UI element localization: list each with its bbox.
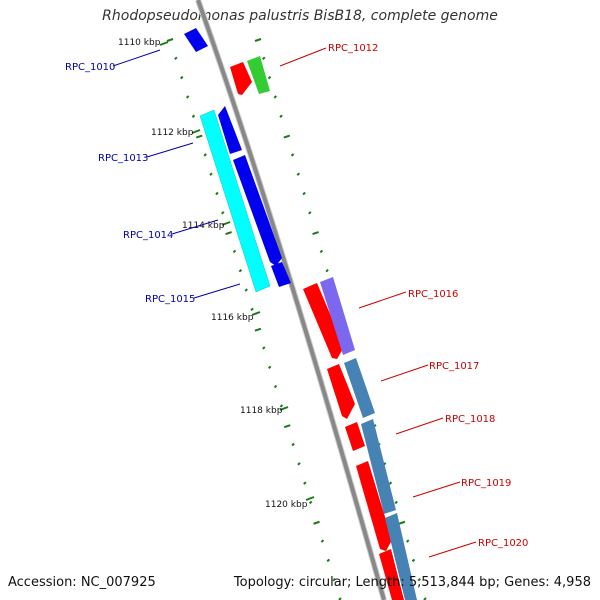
scale-tick: [320, 539, 325, 543]
scale-tick: [166, 38, 174, 42]
scale-tick: [406, 539, 410, 543]
scale-tick: [283, 424, 291, 429]
scale-tick: [254, 38, 262, 42]
scale-tick: [279, 114, 283, 118]
gene-label-rpc-1018: RPC_1018: [445, 414, 495, 425]
scale-tick: [411, 558, 416, 563]
gene-label-rpc-1016: RPC_1016: [408, 289, 458, 300]
gene-rpc-1013[interactable]: [199, 109, 271, 293]
gene-rpc-1020-red[interactable]: [379, 549, 404, 600]
scale-tick: [254, 327, 262, 332]
gene-labels: RPC_1010 RPC_1012 RPC_1013 RPC_1014 RPC_…: [65, 43, 528, 558]
scale-tick: [417, 577, 421, 582]
scale-tick: [279, 404, 284, 408]
gene-label-rpc-1015: RPC_1015: [145, 294, 195, 305]
scale-tick: [195, 134, 203, 139]
gene-rpc-1013-upper[interactable]: [218, 106, 242, 154]
gene-label-rpc-1013: RPC_1013: [98, 153, 148, 164]
gene-rpc-1014[interactable]: [233, 155, 282, 266]
scale-label-1112: 1112 kbp: [151, 128, 194, 138]
gene-rpc-1012-green[interactable]: [247, 56, 270, 94]
scale-tick: [326, 558, 330, 563]
scale-label-1120: 1120 kbp: [265, 500, 308, 510]
scale-tick: [191, 114, 196, 118]
scale-tick: [290, 153, 295, 157]
scale-tick: [267, 365, 272, 369]
scale-tick: [325, 269, 329, 273]
scale-tick: [262, 56, 266, 61]
gene-rpc-1016-purple[interactable]: [320, 277, 355, 355]
scale-tick: [319, 249, 324, 254]
gene-label-rpc-1020: RPC_1020: [478, 538, 528, 549]
gene-rpc-1017-steel[interactable]: [344, 358, 375, 418]
scale-tick: [308, 211, 312, 215]
scale-tick: [296, 172, 301, 176]
scale-tick: [297, 462, 301, 466]
scale-tick: [312, 231, 319, 236]
gene-rpc-1017-red[interactable]: [327, 364, 355, 419]
scale-tick: [209, 172, 213, 176]
gene-rpc-1012-red[interactable]: [230, 62, 252, 95]
gene-label-rpc-1014: RPC_1014: [123, 230, 173, 241]
scale-tick: [388, 481, 393, 485]
gene-rpc-1016-red[interactable]: [303, 283, 344, 359]
scale-tick: [180, 75, 184, 80]
scale-label-1114: 1114 kbp: [182, 221, 225, 231]
scale-tick: [267, 75, 272, 80]
scale-tick: [221, 211, 225, 215]
gene-label-rpc-1019: RPC_1019: [461, 478, 511, 489]
scale-tick: [262, 346, 266, 350]
scale-tick: [291, 442, 295, 447]
scale-tick: [308, 500, 313, 505]
gene-label-rpc-1017: RPC_1017: [429, 361, 479, 372]
gene-label-rpc-1012: RPC_1012: [328, 43, 378, 54]
scale-tick: [232, 249, 237, 254]
gene-rpc-1018-red[interactable]: [345, 422, 365, 451]
scale-labels: 1110 kbp 1112 kbp 1114 kbp 1116 kbp 1118…: [118, 38, 315, 510]
scale-tick: [273, 384, 278, 389]
gene-rpc-1019-red[interactable]: [356, 461, 392, 551]
scale-label-1118: 1118 kbp: [240, 406, 283, 416]
genome-backbone: [195, 0, 387, 600]
scale-label-1110: 1110 kbp: [118, 38, 161, 48]
scale-tick: [283, 134, 291, 139]
scale-label-1116: 1116 kbp: [211, 313, 254, 323]
scale-tick: [225, 231, 232, 236]
scale-tick: [302, 191, 306, 196]
genome-summary: Topology: circular; Length: 5,513,844 bp…: [233, 575, 591, 590]
scale-tick: [250, 307, 254, 312]
gene-rpc-1018-steel[interactable]: [361, 419, 396, 514]
gene-rpc-1019-steel[interactable]: [385, 513, 417, 600]
scale-tick: [394, 500, 398, 505]
scale-tick: [238, 269, 243, 273]
scale-tick: [215, 191, 219, 196]
gene-rpc-1015[interactable]: [271, 262, 291, 287]
scale-tick: [303, 481, 307, 485]
scale-tick: [332, 577, 336, 582]
scale-tick: [185, 95, 190, 99]
genome-backbone-line: [196, 0, 386, 600]
scale-tick: [174, 56, 178, 61]
accession-text: Accession: NC_007925: [8, 575, 156, 590]
scale-tick: [313, 520, 320, 525]
scale-tick: [273, 95, 277, 99]
gene-rpc-1010[interactable]: [184, 28, 208, 52]
gene-label-rpc-1010: RPC_1010: [65, 62, 115, 73]
scale-tick: [244, 288, 248, 292]
scale-tick: [398, 520, 406, 525]
scale-tick: [203, 153, 207, 157]
